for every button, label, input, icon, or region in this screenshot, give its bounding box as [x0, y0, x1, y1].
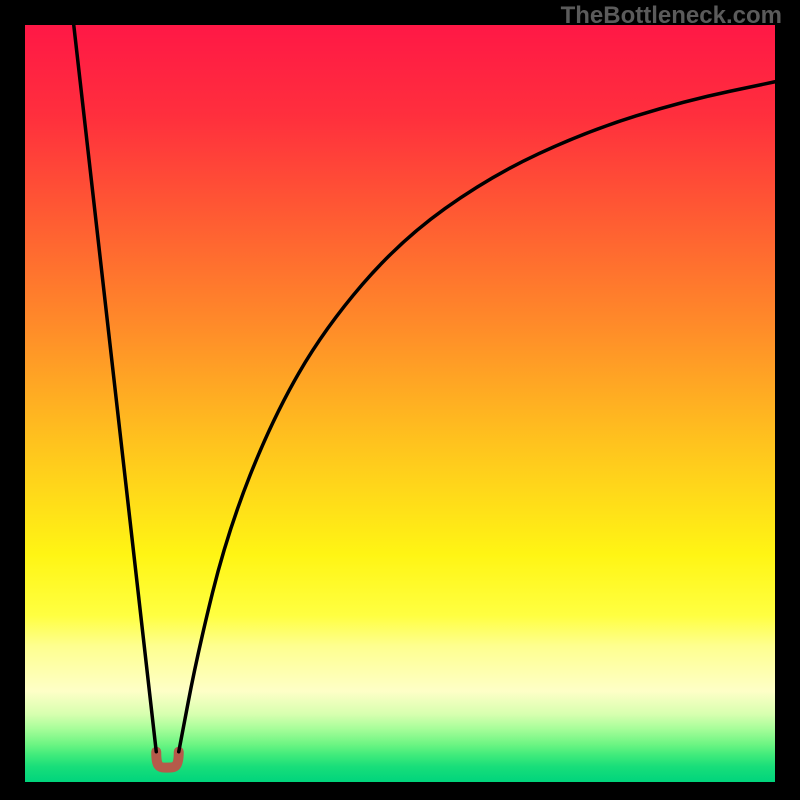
plot-border-right	[775, 0, 800, 800]
chart-svg	[0, 0, 800, 800]
watermark-text: TheBottleneck.com	[561, 2, 782, 30]
plot-border-bottom	[0, 782, 800, 800]
chart-stage: TheBottleneck.com	[0, 0, 800, 800]
gradient-background	[25, 25, 775, 782]
plot-border-left	[0, 0, 25, 800]
